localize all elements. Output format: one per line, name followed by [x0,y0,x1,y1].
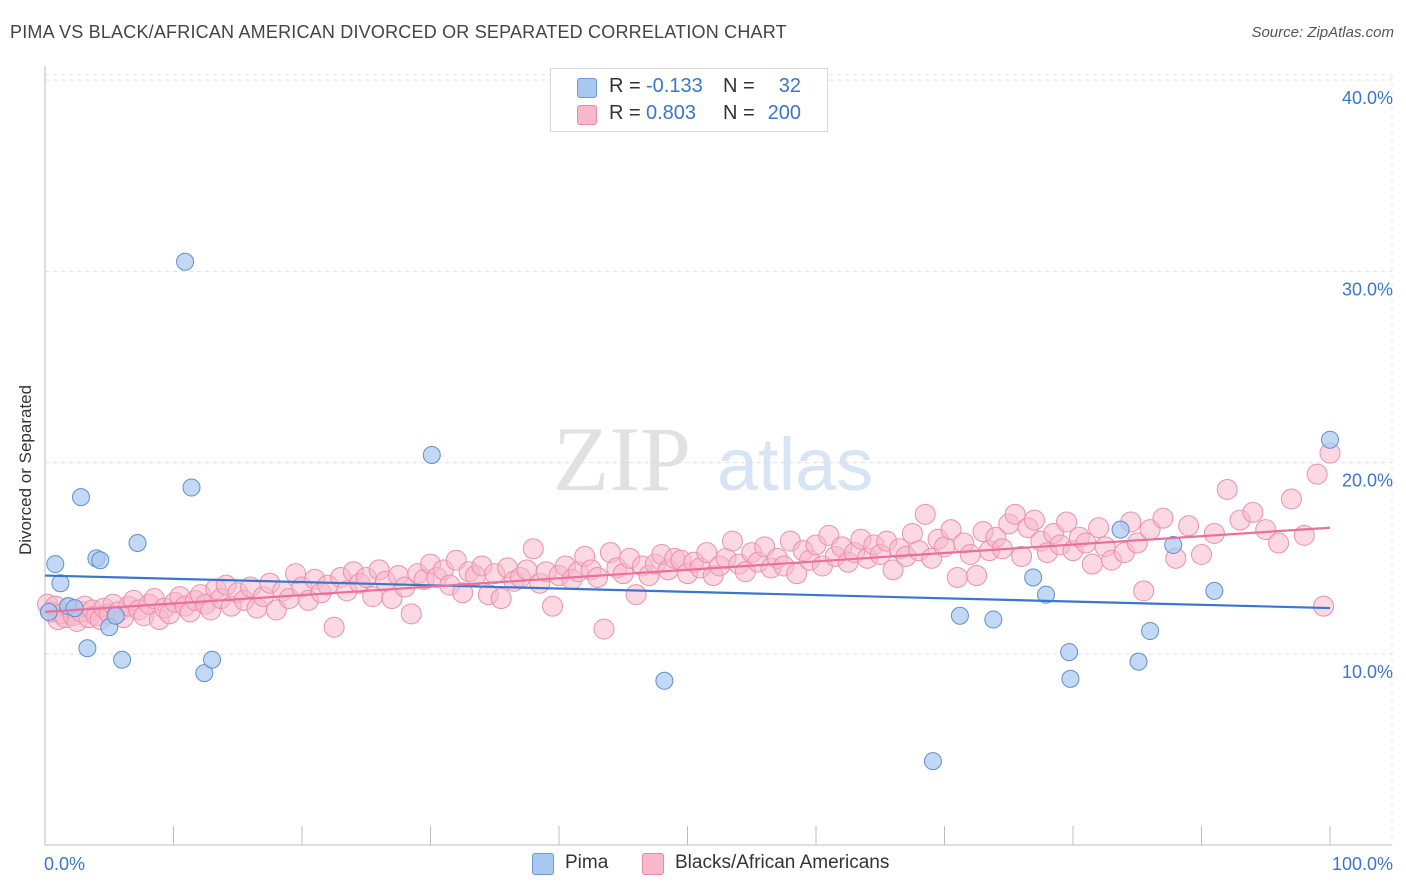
n-label: N = [723,75,755,97]
data-point-pima [1111,520,1130,539]
stats-row-pima: R = -0.133 N = 32 [551,74,827,100]
data-point-pima [46,555,65,574]
legend-label: Blacks/African Americans [675,852,890,873]
series-legend: Pima Blacks/African Americans [0,851,1406,879]
data-point-black [452,582,474,604]
data-point-black [882,559,904,581]
data-point-pima [1164,535,1183,554]
watermark-zip: ZIP [553,408,691,510]
data-point-black [1255,519,1277,541]
data-point-black [1081,553,1103,575]
data-point-black [587,566,609,588]
data-point-black [1191,544,1212,566]
y-tick-label: 30.0% [1342,279,1393,299]
y-tick-label: 10.0% [1342,662,1393,682]
data-point-black [696,542,718,564]
trendline-black [44,526,1331,614]
data-point-pima [176,252,195,271]
data-point-black [721,530,743,552]
n-value: 32 [778,75,801,97]
y-axis-label: Divorced or Separated [16,384,35,555]
y-tick-label: 20.0% [1342,471,1393,491]
r-value: 0.803 [646,102,697,124]
black-swatch [577,105,597,125]
data-point-black [959,544,981,566]
r-label: R = [609,102,641,124]
trendline-pima [44,574,1331,610]
data-point-pima [984,610,1003,629]
data-point-pima [51,574,70,593]
data-point-pima [1037,585,1056,604]
data-point-black [593,618,615,640]
data-point-pima [91,551,110,570]
x-tick-label: 100.0% [1332,854,1393,874]
data-point-pima [106,606,125,625]
data-point-pima [950,606,969,625]
data-point-black [522,538,544,560]
data-point-pima [1060,643,1079,662]
black-swatch [642,853,664,875]
data-point-black [1178,515,1200,537]
data-point-pima [655,671,674,690]
pima-swatch [577,78,597,98]
stats-row-black: R = 0.803 N = 200 [551,101,827,127]
n-value: 200 [767,102,801,124]
data-point-pima [1205,581,1224,600]
y-tick-label: 40.0% [1342,88,1393,108]
chart-title: PIMA VS BLACK/AFRICAN AMERICAN DIVORCED … [10,22,787,42]
data-point-black [400,603,422,625]
data-point-pima [71,488,90,507]
data-point-pima [1321,430,1339,449]
data-point-black [1023,509,1045,531]
data-point-black [1088,517,1110,539]
data-point-black [1011,545,1033,567]
data-point-black [1216,478,1238,500]
data-point-black [1280,488,1302,510]
watermark: ZIP atlas [553,408,873,510]
legend-label: Pima [565,852,609,873]
data-point-black [1152,507,1174,529]
watermark-atlas: atlas [717,423,873,506]
data-point-black [1133,580,1155,602]
data-point-pima [113,650,132,669]
data-point-black [1242,501,1264,523]
data-point-black [1203,522,1225,544]
data-point-black [1306,463,1328,485]
data-point-pima [128,534,147,553]
data-point-black [940,519,962,541]
data-point-black [914,503,936,525]
r-label: R = [609,75,641,97]
r-value: -0.133 [646,75,703,97]
source-label: Source: ZipAtlas.com [1251,24,1394,41]
data-point-black [946,566,968,588]
data-point-pima [422,446,441,465]
stats-legend: R = -0.133 N = 32 R = 0.803 N = 200 [550,68,828,132]
data-point-pima [203,650,222,669]
data-point-pima [65,599,84,618]
data-point-black [490,588,512,610]
data-point-black [1004,503,1026,525]
data-point-black [1126,532,1148,554]
x-tick-label: 0.0% [44,854,85,874]
data-point-black [966,565,988,587]
data-point-pima [1141,622,1160,641]
data-point-pima [1024,568,1043,587]
data-point-pima [182,478,201,497]
data-point-black [1268,532,1290,554]
data-point-black [625,584,647,606]
pima-swatch [532,853,554,875]
data-point-black [542,595,564,617]
n-label: N = [723,102,755,124]
data-point-black [1313,595,1335,617]
data-point-black [323,616,345,638]
data-point-pima [1129,652,1148,671]
data-point-pima [1061,669,1080,688]
data-point-pima [195,664,214,683]
data-point-pima [78,639,97,658]
data-point-pima [923,752,942,771]
data-point-black [1056,511,1078,533]
